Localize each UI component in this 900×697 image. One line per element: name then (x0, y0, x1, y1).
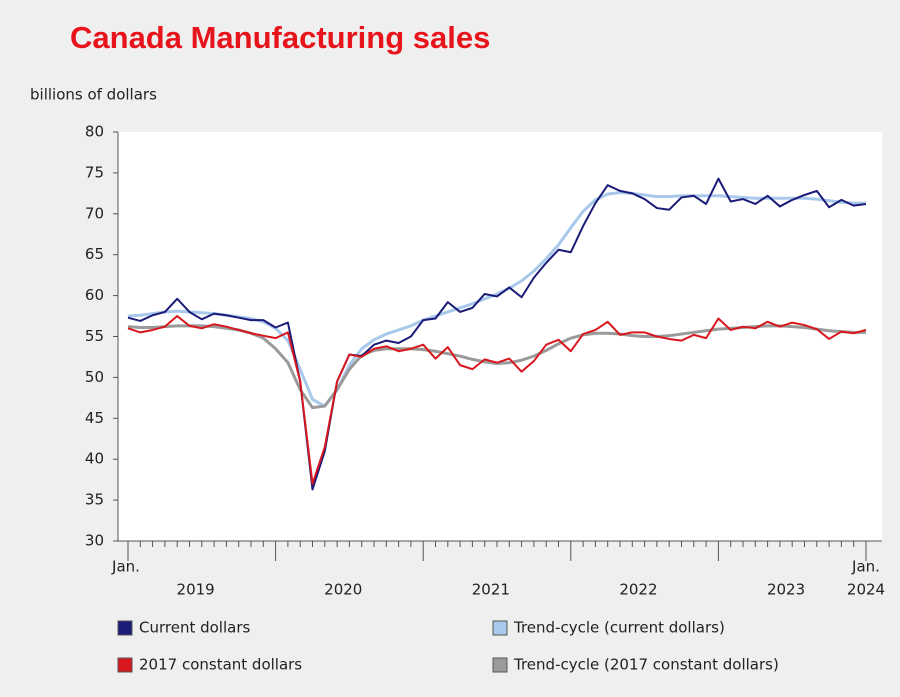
series-line (127, 191, 866, 408)
y-tick-label: 35 (85, 491, 104, 509)
y-tick-label: 50 (85, 368, 104, 386)
legend-swatch (492, 620, 508, 636)
legend-swatch (117, 620, 133, 636)
legend-swatch (492, 657, 508, 673)
y-tick-label: 55 (85, 327, 104, 345)
y-tick-label: 40 (85, 450, 104, 468)
y-axis-label: billions of dollars (30, 86, 157, 104)
x-tick-label: Jan. (851, 558, 880, 576)
plot-area (118, 132, 882, 541)
chart-title: Canada Manufacturing sales (70, 20, 490, 55)
legend-label: Trend-cycle (2017 constant dollars) (513, 656, 779, 674)
x-group-label: 2023 (767, 581, 805, 599)
x-group-label: 2020 (324, 581, 362, 599)
y-tick-label: 65 (85, 245, 104, 263)
y-tick-label: 70 (85, 204, 104, 222)
x-group-label: 2022 (619, 581, 657, 599)
series-line (127, 177, 867, 491)
y-tick-label: 30 (85, 532, 104, 550)
y-tick-label: 80 (85, 123, 104, 141)
y-tick-label: 45 (85, 409, 104, 427)
y-tick-label: 60 (85, 286, 104, 304)
legend-label: Current dollars (139, 619, 250, 637)
legend-label: 2017 constant dollars (139, 656, 302, 674)
legend-swatch (117, 657, 133, 673)
x-group-label: 2021 (472, 581, 510, 599)
x-group-label: 2019 (177, 581, 215, 599)
legend-label: Trend-cycle (current dollars) (513, 619, 725, 637)
x-group-label: 2024 (847, 581, 885, 599)
x-tick-label: Jan. (111, 558, 140, 576)
y-tick-label: 75 (85, 163, 104, 181)
series-line (127, 315, 867, 485)
